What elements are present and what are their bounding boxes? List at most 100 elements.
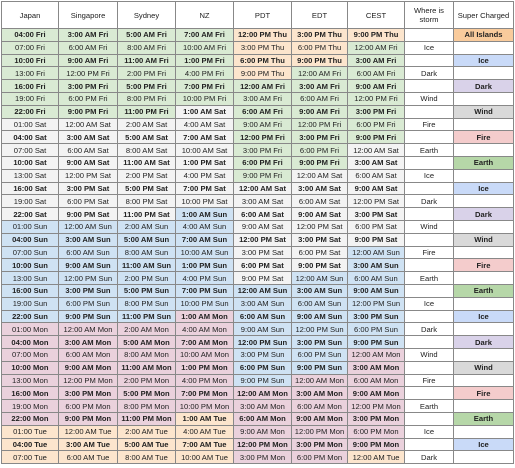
table-row: 19:00 Mon 6:00 PM Mon 8:00 PM Mon 10:00 PM …	[1, 399, 514, 413]
empty-cell	[453, 347, 514, 362]
table-cell: 3:00 PM Sun	[233, 347, 292, 362]
empty-cell	[453, 245, 514, 260]
table-row: 22:00 Sun 9:00 PM Sun 11:00 PM Sun 1:00 AM …	[1, 309, 514, 324]
table-cell: 3:00 PM Mon	[233, 450, 292, 465]
table-cell: 9:00 AM Mon	[233, 424, 292, 439]
table-cell: 12:00 PM Mon	[291, 424, 348, 439]
table-cell: 6:00 PM Mon	[58, 399, 118, 413]
table-cell: 3:00 AM Tue	[58, 437, 118, 452]
table-cell: 9:00 PM Sat	[233, 271, 292, 285]
table-cell: 3:00 AM Fri	[58, 28, 118, 42]
table-cell: 6:00 AM Fri	[291, 91, 348, 106]
table-cell: 12:00 PM Fri	[291, 117, 348, 132]
table-cell: 3:00 PM Fri	[58, 79, 118, 93]
table-row: 19:00 Sat 6:00 PM Sat 8:00 PM Sat 10:00 PM …	[1, 194, 514, 209]
table-cell: 01:00 Tue	[1, 424, 59, 439]
table-cell: 11:00 AM Mon	[117, 360, 176, 375]
table-cell: 13:00 Mon	[1, 373, 59, 388]
column-header: Singapore	[58, 1, 118, 29]
table-cell: 12:00 PM Sat	[58, 168, 118, 183]
table-cell: Ice	[453, 53, 514, 68]
table-cell: 19:00 Sat	[1, 194, 59, 209]
table-cell: 10:00 AM Mon	[175, 347, 234, 362]
table-cell: 12:00 PM Mon	[347, 399, 405, 413]
table-cell: 22:00 Sun	[1, 309, 59, 324]
table-cell: 6:00 PM Thu	[291, 40, 348, 55]
table-cell: 12:00 AM Sun	[233, 283, 292, 298]
column-header: CEST	[347, 1, 405, 29]
table-cell: Earth	[453, 155, 514, 170]
table-cell: 01:00 Sun	[1, 219, 59, 234]
table-cell: Dark	[404, 194, 454, 209]
table-cell: 01:00 Mon	[1, 322, 59, 337]
table-cell: 9:00 AM Mon	[347, 386, 405, 401]
empty-cell	[453, 194, 514, 209]
table-cell: 6:00 PM Fri	[58, 91, 118, 106]
table-cell: 9:00 AM Sat	[233, 219, 292, 234]
table-cell: 16:00 Sat	[1, 181, 59, 196]
table-cell: 6:00 AM Sun	[233, 309, 292, 324]
empty-cell	[453, 296, 514, 311]
table-cell: 3:00 PM Sat	[347, 207, 405, 221]
table-cell: 10:00 Sat	[1, 155, 59, 170]
table-cell: 04:00 Tue	[1, 437, 59, 452]
column-header: PDT	[233, 1, 292, 29]
table-cell: 8:00 PM Sun	[117, 296, 176, 311]
table-cell: 7:00 AM Sun	[175, 232, 234, 247]
table-cell: 9:00 AM Sat	[58, 155, 118, 170]
table-cell: 10:00 Mon	[1, 360, 59, 375]
table-cell: 6:00 PM Fri	[291, 143, 348, 157]
table-cell: 1:00 PM Sat	[175, 155, 234, 170]
table-row: 04:00 Mon 3:00 AM Mon 5:00 AM Mon 7:00 AM M…	[1, 335, 514, 349]
table-cell: 3:00 AM Sat	[58, 130, 118, 145]
table-cell: Dark	[453, 79, 514, 93]
table-cell: 9:00 AM Sun	[291, 309, 348, 324]
table-cell: 8:00 PM Sat	[117, 194, 176, 209]
table-cell: 9:00 PM Fri	[58, 104, 118, 119]
table-cell: 5:00 PM Sat	[117, 181, 176, 196]
table-cell: 8:00 PM Fri	[117, 91, 176, 106]
table-cell: 1:00 AM Sun	[175, 207, 234, 221]
table-cell: 2:00 AM Mon	[117, 322, 176, 337]
table-cell: 9:00 PM Sun	[347, 335, 405, 349]
table-cell: 6:00 AM Fri	[58, 40, 118, 55]
table-cell: 10:00 AM Fri	[175, 40, 234, 55]
table-cell: 9:00 PM Sun	[233, 373, 292, 388]
table-cell: 11:00 PM Sun	[117, 309, 176, 324]
table-cell: 6:00 PM Sat	[291, 245, 348, 260]
table-cell: Fire	[453, 258, 514, 273]
table-cell: Ice	[453, 181, 514, 196]
table-cell: 12:00 AM Sat	[233, 181, 292, 196]
table-cell: 6:00 PM Sat	[58, 194, 118, 209]
table-cell: 5:00 PM Fri	[117, 79, 176, 93]
table-cell: 13:00 Sun	[1, 271, 59, 285]
table-cell: Ice	[453, 437, 514, 452]
table-row: 16:00 Sun 3:00 PM Sun 5:00 PM Sun 7:00 PM S…	[1, 283, 514, 298]
column-header: NZ	[175, 1, 234, 29]
table-cell: 9:00 AM Sun	[233, 322, 292, 337]
table-cell: 3:00 AM Sun	[58, 232, 118, 247]
table-cell: 3:00 AM Mon	[347, 360, 405, 375]
table-cell: 07:00 Mon	[1, 347, 59, 362]
table-cell: 2:00 AM Sat	[117, 117, 176, 132]
table-cell: 9:00 AM Sat	[291, 207, 348, 221]
table-cell: 6:00 AM Tue	[58, 450, 118, 465]
table-cell: 3:00 AM Sun	[347, 258, 405, 273]
table-cell: 10:00 PM Fri	[175, 91, 234, 106]
table-cell: 12:00 PM Mon	[233, 437, 292, 452]
table-cell: 6:00 PM Sun	[347, 322, 405, 337]
table-cell: 12:00 AM Sun	[291, 271, 348, 285]
table-cell: 9:00 AM Fri	[233, 117, 292, 132]
table-cell: 9:00 PM Sun	[58, 309, 118, 324]
table-cell: Dark	[404, 322, 454, 337]
table-row: 01:00 Sun 12:00 AM Sun 2:00 AM Sun 4:00 AM …	[1, 219, 514, 234]
table-cell: 6:00 AM Mon	[347, 373, 405, 388]
table-cell: Dark	[453, 335, 514, 349]
table-cell: 4:00 PM Sat	[175, 168, 234, 183]
table-cell: 12:00 PM Fri	[347, 91, 405, 106]
table-cell: Earth	[404, 143, 454, 157]
table-cell: 10:00 Sun	[1, 258, 59, 273]
table-cell: 13:00 Sat	[1, 168, 59, 183]
table-cell: Wind	[404, 219, 454, 234]
table-row: 19:00 Sun 6:00 PM Sun 8:00 PM Sun 10:00 PM …	[1, 296, 514, 311]
